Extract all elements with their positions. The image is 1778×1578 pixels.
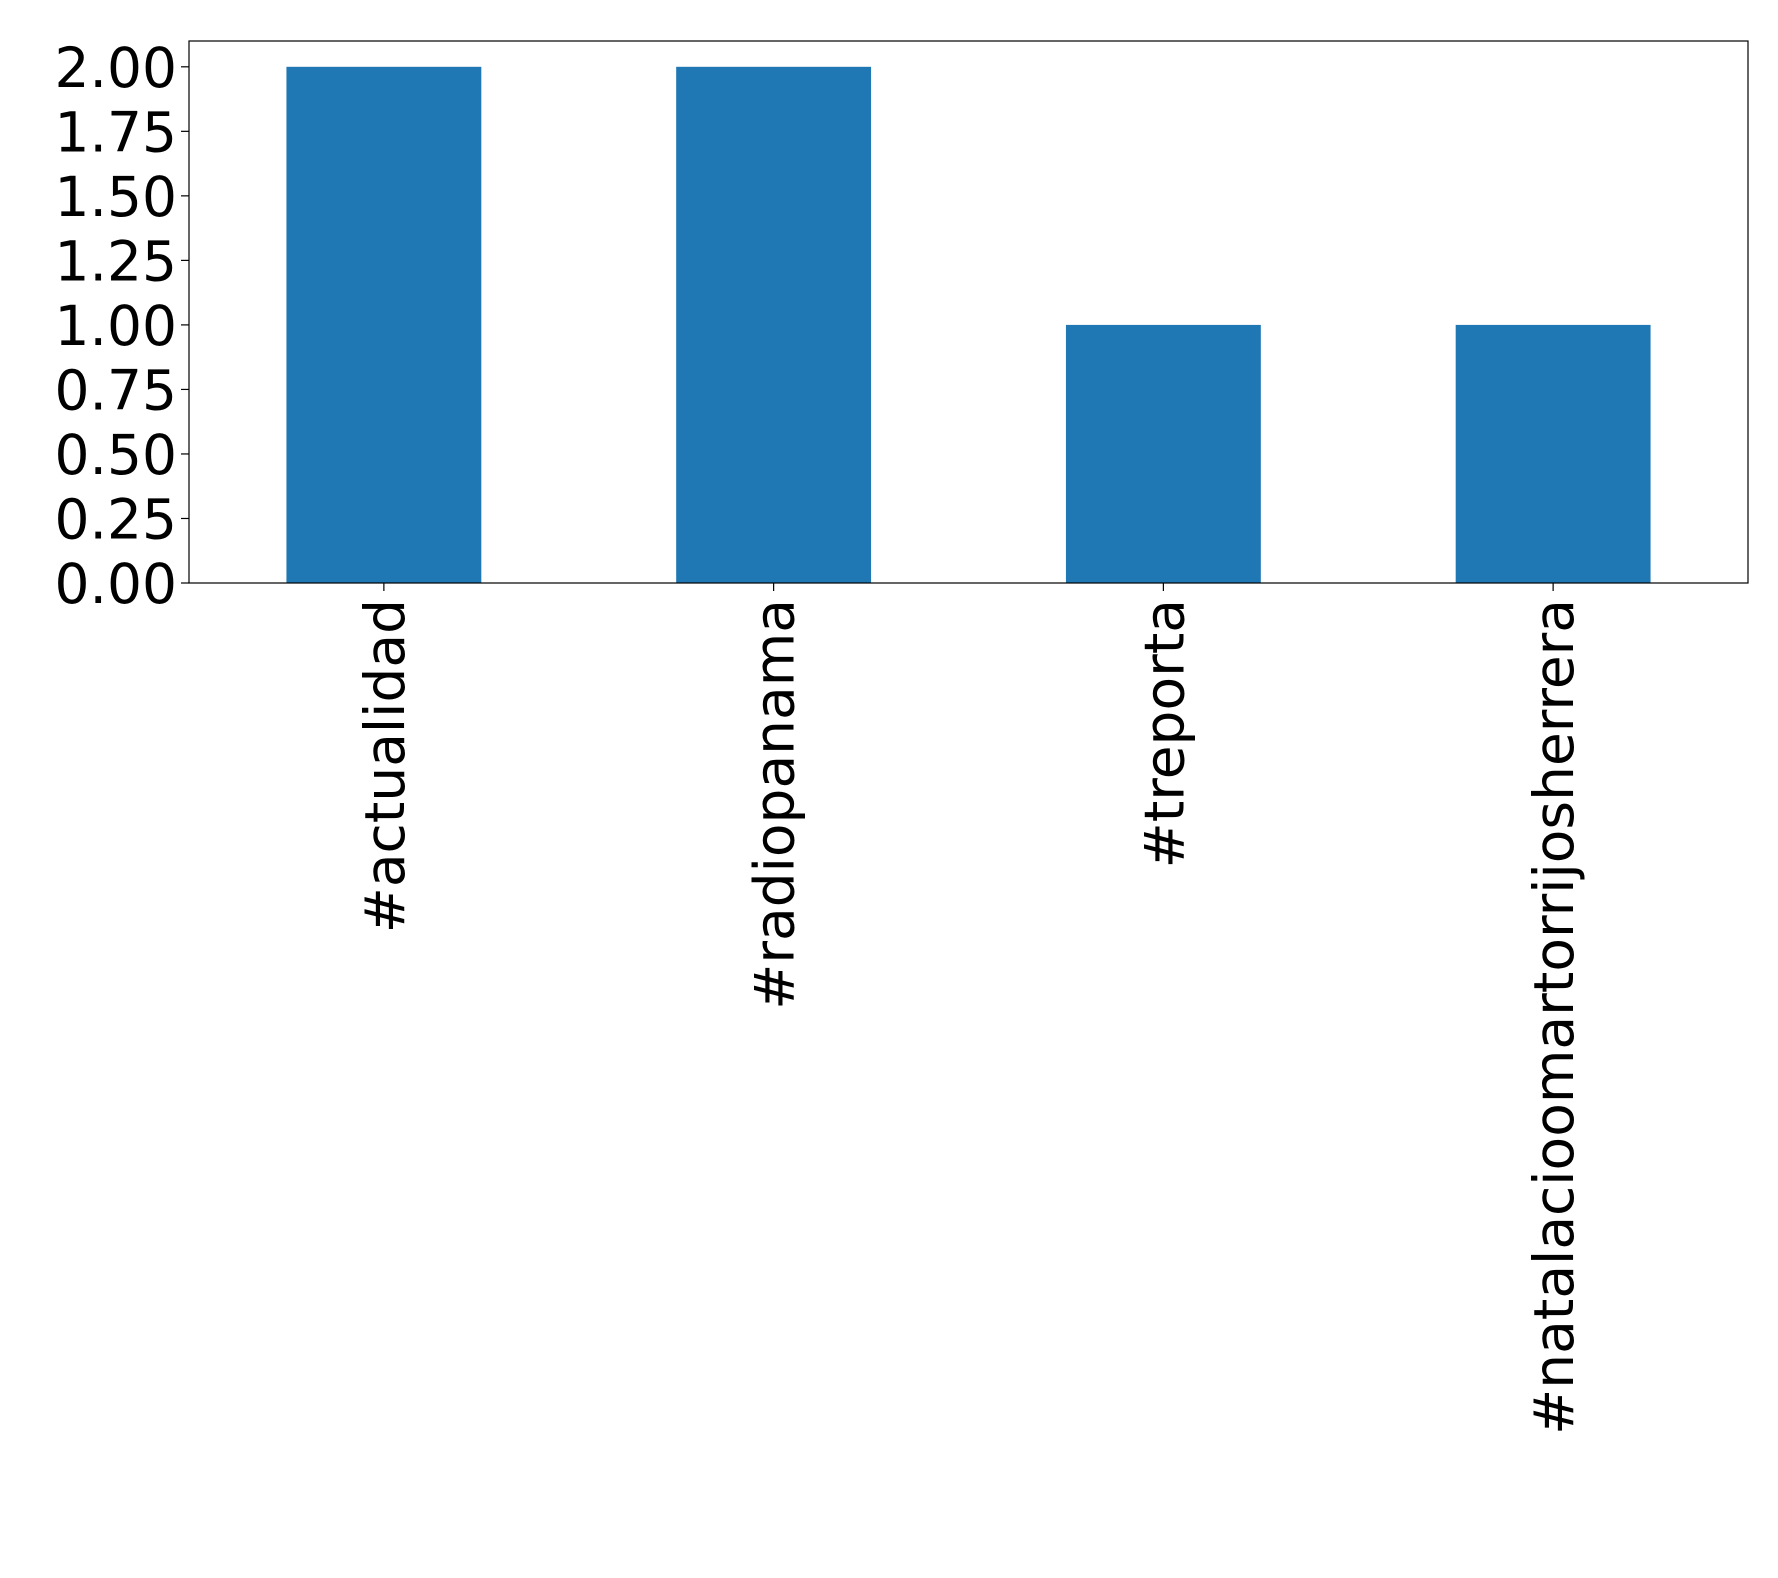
plot-frame [188, 40, 1749, 584]
y-tick-label: 0.75 [55, 358, 177, 422]
x-tick-label: #natalacioomartorrijosherrera [1522, 599, 1586, 1435]
y-tick-label: 2.00 [55, 36, 177, 100]
y-tick-label: 0.00 [55, 552, 177, 616]
y-tick-label: 0.25 [55, 487, 177, 551]
y-tick-label: 1.75 [55, 100, 177, 164]
x-tick-label: #radiopanama [743, 599, 807, 1010]
y-tick-label: 1.25 [55, 229, 177, 293]
bar [676, 66, 872, 584]
x-tick-label: #treporta [1132, 599, 1196, 868]
y-tick-label: 0.50 [55, 423, 177, 487]
x-tick-label: #actualidad [353, 599, 417, 933]
bar [1065, 324, 1261, 583]
bar [286, 66, 482, 584]
bar [1455, 324, 1651, 583]
y-tick-label: 1.50 [55, 165, 177, 229]
y-tick-label: 1.00 [55, 294, 177, 358]
